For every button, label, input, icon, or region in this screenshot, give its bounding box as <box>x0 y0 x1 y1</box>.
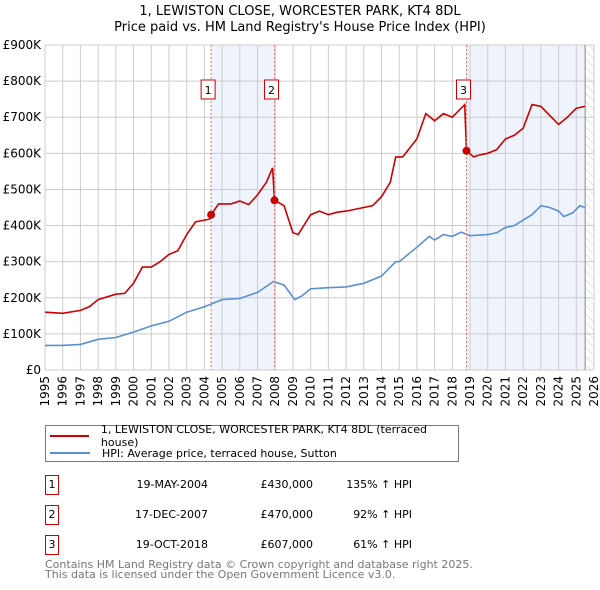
copyright-text: Contains HM Land Registry data © Crown c… <box>45 558 473 571</box>
y-tick-label: £700K <box>3 110 43 124</box>
x-tick-label: 1995 <box>38 376 52 407</box>
sale-label-box <box>455 79 471 100</box>
y-tick-label: £300K <box>3 255 43 269</box>
x-tick-label: 2000 <box>127 376 141 407</box>
y-tick-label: £200K <box>3 291 43 305</box>
x-tick-label: 2022 <box>516 376 530 407</box>
table-row: 3 19-OCT-2018 £607,000 61% ↑ HPI <box>45 535 465 555</box>
x-tick-label: 2012 <box>339 376 353 407</box>
x-tick-label: 2001 <box>144 376 158 407</box>
footer: Contains HM Land Registry data © Crown c… <box>45 558 473 581</box>
chart-title: 1, LEWISTON CLOSE, WORCESTER PARK, KT4 8… <box>139 4 461 19</box>
property-price-line <box>44 102 586 315</box>
x-tick-label: 2015 <box>392 376 406 407</box>
sale-date: 19-MAY-2004 <box>136 478 208 491</box>
x-tick-label: 2014 <box>374 376 388 407</box>
x-tick-label: 2018 <box>445 376 459 407</box>
x-tick-label: 2016 <box>410 376 424 407</box>
sale-price: £607,000 <box>260 538 314 551</box>
x-tick-label: 2025 <box>569 376 583 407</box>
x-tick-label: 2002 <box>162 376 176 407</box>
x-tick-label: 1996 <box>56 376 70 407</box>
legend-label: 1, LEWISTON CLOSE, WORCESTER PARK, KT4 8… <box>100 423 427 449</box>
sale-point <box>270 196 279 205</box>
sale-point <box>462 146 471 155</box>
sale-price: £430,000 <box>260 478 314 491</box>
x-tick-label: 2006 <box>233 376 247 407</box>
x-tick-label: 2021 <box>498 376 512 407</box>
x-tick-label: 2026 <box>587 376 600 407</box>
x-tick-label: 2020 <box>481 376 495 407</box>
x-tick-label: 2023 <box>534 376 548 407</box>
table-row: 2 17-DEC-2007 £470,000 92% ↑ HPI <box>45 505 465 525</box>
legend-label: HPI: Average price, terraced house, Sutt… <box>102 446 337 460</box>
y-tick-label: £800K <box>3 74 43 88</box>
legend-swatch-blue <box>50 452 90 454</box>
x-tick-label: 2011 <box>321 376 335 407</box>
x-tick-label: 2024 <box>552 376 566 407</box>
sale-point <box>207 210 216 219</box>
sale-label: 3 <box>460 84 467 97</box>
sale-period-shade <box>466 45 586 370</box>
x-tick-label: 2004 <box>197 376 211 407</box>
licence-text: This data is licensed under the Open Gov… <box>45 568 396 581</box>
x-tick-label: 2008 <box>268 376 282 407</box>
table-row: 1 19-MAY-2004 £430,000 135% ↑ HPI <box>45 475 465 495</box>
x-tick-label: 2009 <box>286 376 300 407</box>
y-tick-label: £500K <box>3 182 43 196</box>
sale-date: 17-DEC-2007 <box>134 508 208 521</box>
sale-hpi-diff: 135% ↑ HPI <box>346 478 412 491</box>
sale-hpi-diff: 92% ↑ HPI <box>353 508 412 521</box>
x-tick-label: 1998 <box>91 376 105 407</box>
x-tick-label: 2017 <box>428 376 442 407</box>
sale-number-badge: 3 <box>45 535 59 555</box>
x-tick-label: 2019 <box>463 376 477 407</box>
y-tick-label: £0 <box>26 363 41 377</box>
x-tick-label: 2005 <box>215 376 229 407</box>
legend-swatch-red <box>50 435 89 437</box>
x-tick-label: 2003 <box>180 376 194 407</box>
x-tick-label: 1997 <box>73 376 87 407</box>
legend: 1, LEWISTON CLOSE, WORCESTER PARK, KT4 8… <box>45 423 459 462</box>
forecast-hatch <box>585 45 594 370</box>
y-tick-label: £900K <box>3 38 43 52</box>
y-tick-label: £600K <box>3 146 43 160</box>
price-chart: £0 £100K £200K £300K £400K £500K £600K £700K £80… <box>3 38 600 407</box>
sale-date: 19-OCT-2018 <box>135 538 208 551</box>
x-tick-label: 2013 <box>357 376 371 407</box>
y-tick-label: £100K <box>3 327 43 341</box>
x-tick-label: 2007 <box>251 376 265 407</box>
sale-label: 1 <box>205 84 212 97</box>
y-tick-label: £400K <box>3 219 43 233</box>
sale-price: £470,000 <box>260 508 314 521</box>
chart-subtitle: Price paid vs. HM Land Registry's House … <box>114 20 486 35</box>
hpi-line <box>45 204 586 347</box>
x-tick-label: 1999 <box>109 376 123 407</box>
x-tick-label: 2010 <box>304 376 318 407</box>
sale-number-badge: 2 <box>45 505 59 525</box>
sale-label-box <box>264 79 280 100</box>
sale-label: 2 <box>268 84 275 97</box>
sale-hpi-diff: 61% ↑ HPI <box>353 538 412 551</box>
legend-item-hpi: HPI: Average price, terraced house, Sutt… <box>46 445 337 461</box>
legend-item-property: 1, LEWISTON CLOSE, WORCESTER PARK, KT4 8… <box>46 423 458 449</box>
sale-number-badge: 1 <box>45 475 59 495</box>
sale-label-box <box>200 79 216 100</box>
